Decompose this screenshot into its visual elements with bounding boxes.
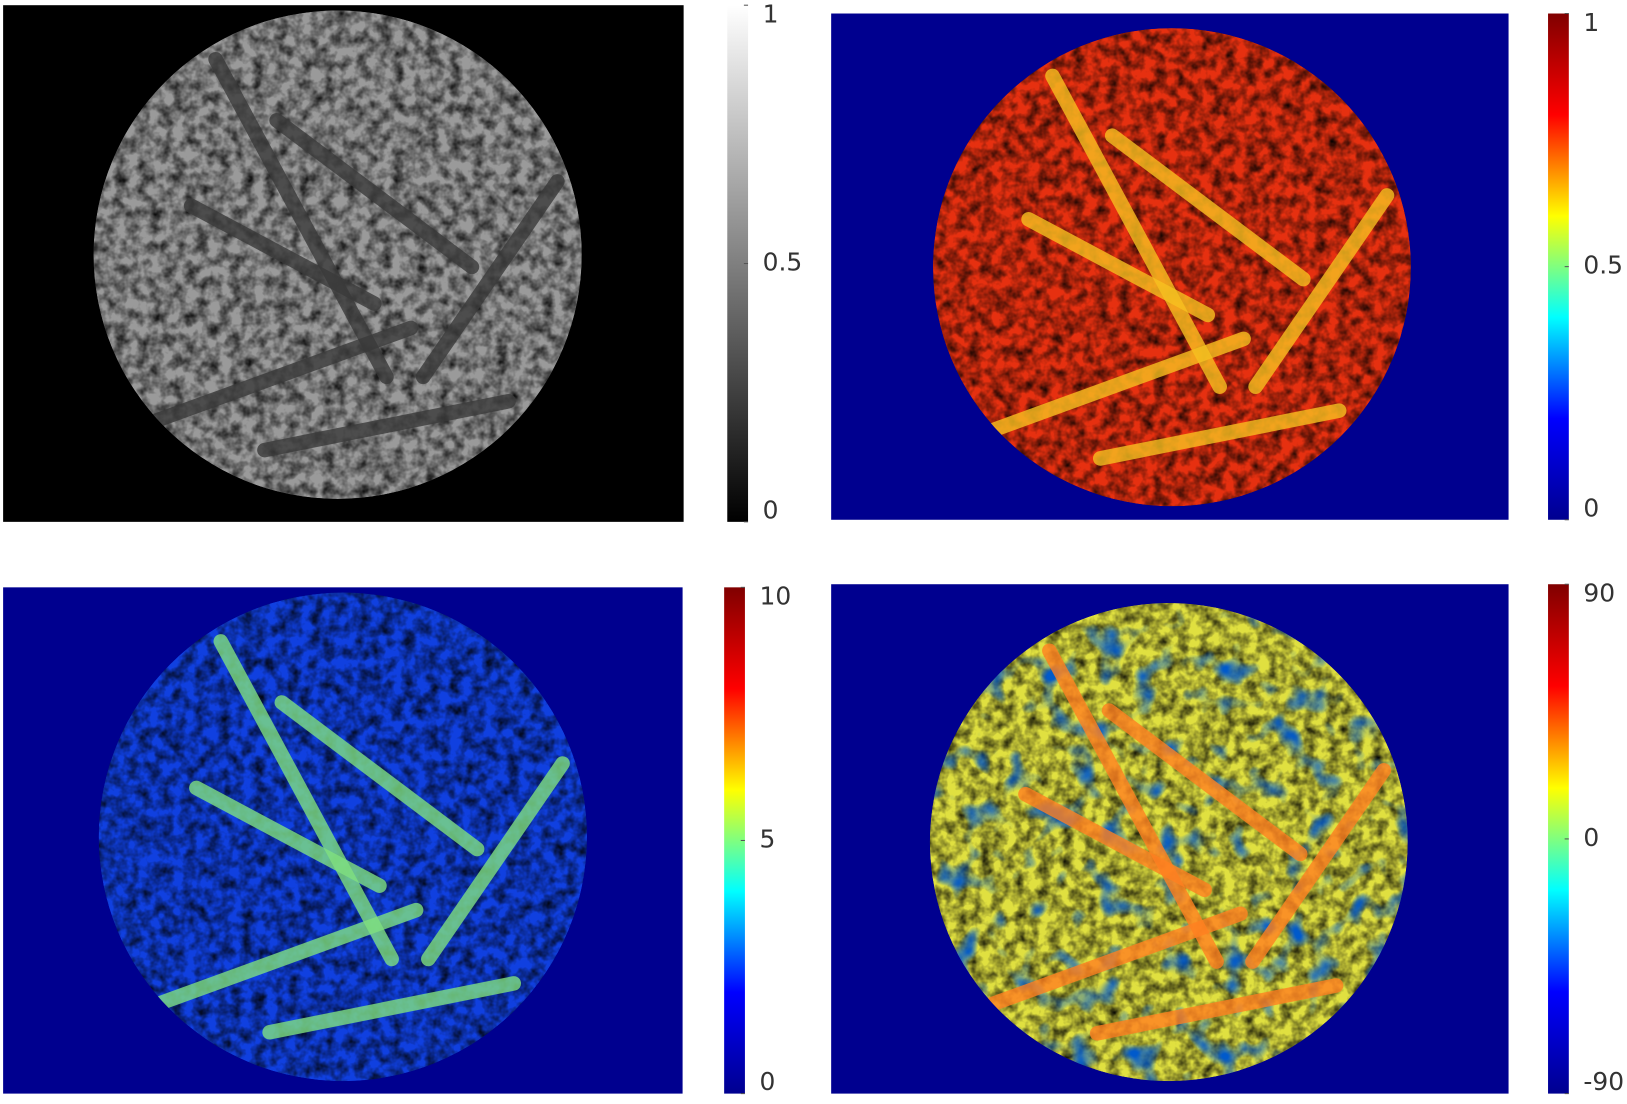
vein — [213, 634, 399, 967]
image — [932, 28, 1411, 507]
vein — [269, 113, 480, 275]
vein — [1104, 128, 1311, 287]
vein — [1018, 786, 1212, 898]
colorbar — [1548, 13, 1569, 520]
vein — [140, 902, 424, 1016]
vein — [1045, 68, 1228, 394]
colorbar-tick-label: 90 — [1583, 579, 1615, 608]
vein — [262, 976, 522, 1040]
vein — [1021, 212, 1216, 323]
vein — [135, 320, 419, 433]
vein — [970, 906, 1248, 1017]
vein — [257, 393, 516, 458]
colorbar-tick-label: 1 — [763, 0, 779, 29]
colorbar — [724, 587, 745, 1094]
colorbar-tick-label: 0 — [759, 1067, 775, 1096]
colorbar-tick-label: 0.5 — [763, 248, 803, 277]
colorbar-tick-label: 0 — [763, 495, 779, 524]
vein — [208, 51, 394, 385]
image — [93, 10, 582, 499]
image — [929, 602, 1408, 1082]
image — [98, 592, 588, 1082]
vein — [973, 331, 1251, 442]
vein — [421, 756, 570, 967]
vein — [415, 174, 565, 385]
colorbar-tick-label: 5 — [759, 824, 775, 853]
colorbar-tick-label: 1 — [1583, 8, 1599, 37]
vein — [274, 695, 485, 857]
colorbar-tick-label: 10 — [759, 582, 791, 611]
vein — [1245, 763, 1392, 969]
colorbar-tick-label: 0 — [1583, 493, 1599, 522]
vein — [1042, 643, 1224, 969]
colorbar-tick-label: 0 — [1583, 823, 1599, 852]
vein — [1089, 978, 1344, 1041]
colorbar — [727, 5, 749, 522]
colorbar-tick-label: 0.5 — [1583, 251, 1623, 280]
vein — [189, 780, 387, 893]
vein — [1101, 703, 1308, 862]
colorbar-tick-label: -90 — [1583, 1067, 1624, 1096]
vein — [183, 198, 382, 311]
colorbar — [1548, 584, 1569, 1094]
vein — [1092, 403, 1347, 466]
vein — [1248, 188, 1395, 394]
